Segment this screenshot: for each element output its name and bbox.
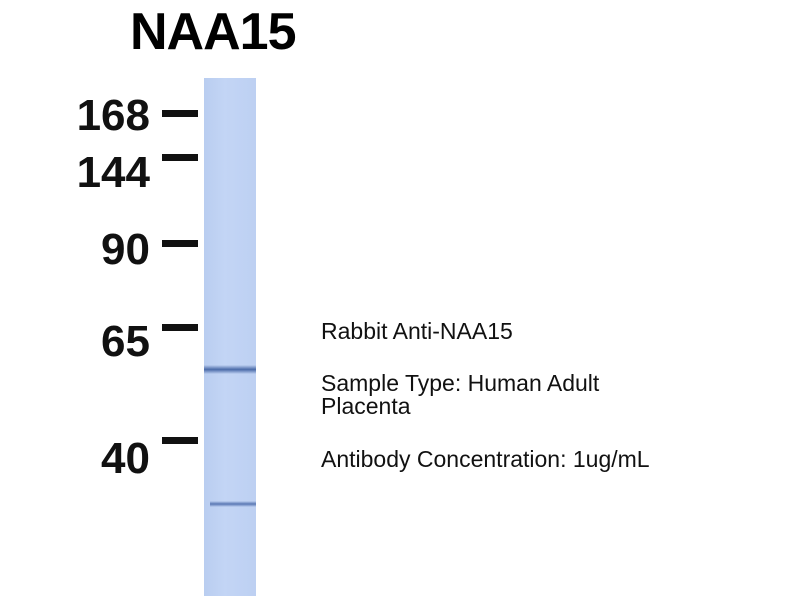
marker-label-90: 90 — [101, 225, 150, 274]
marker-tick-144 — [162, 154, 198, 161]
marker-tick-40 — [162, 437, 198, 444]
sample-type-text-cont: Placenta — [321, 393, 411, 419]
concentration-text: Antibody Concentration: 1ug/mL — [321, 446, 650, 472]
blot-lane — [204, 78, 256, 596]
marker-label-144: 144 — [76, 148, 150, 197]
antibody-text: Rabbit Anti-NAA15 — [321, 318, 513, 344]
sample-type-text: Sample Type: Human Adult — [321, 370, 600, 396]
marker-label-65: 65 — [101, 317, 150, 366]
marker-label-168: 168 — [76, 91, 150, 140]
main-band — [204, 365, 256, 374]
minor-band — [210, 501, 256, 507]
protein-title: NAA15 — [130, 3, 296, 61]
marker-tick-65 — [162, 324, 198, 331]
marker-tick-168 — [162, 110, 198, 117]
marker-tick-90 — [162, 240, 198, 247]
marker-label-40: 40 — [101, 434, 150, 483]
